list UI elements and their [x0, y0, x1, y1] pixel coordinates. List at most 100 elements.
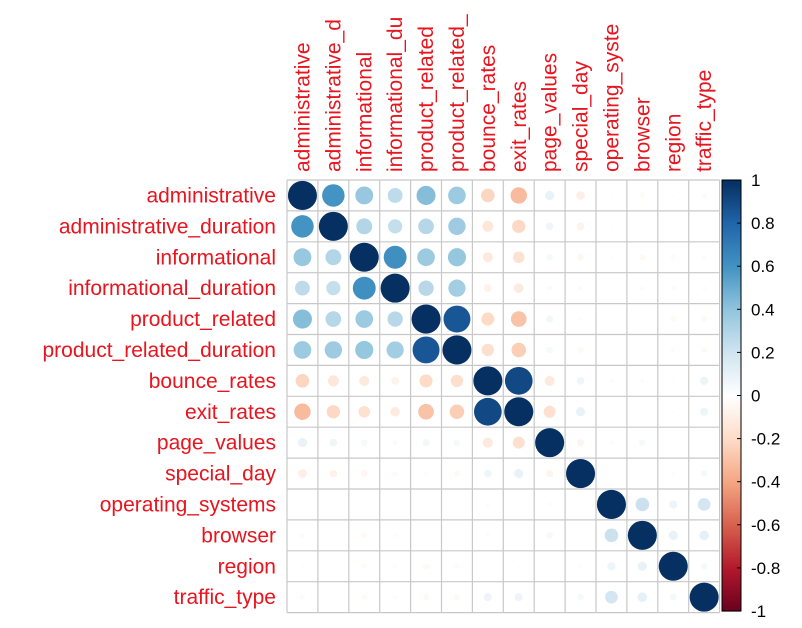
row-label: administrative_duration: [59, 215, 276, 238]
colorbar-segment: [722, 503, 741, 507]
correlation-circle: [299, 594, 305, 600]
column-label: informational: [353, 52, 376, 172]
correlation-circle: [546, 254, 553, 261]
colorbar-segment: [722, 507, 741, 511]
correlation-circle: [668, 530, 678, 540]
colorbar-segment: [722, 580, 741, 584]
row-label: informational: [156, 246, 276, 269]
correlation-circle: [424, 471, 429, 476]
correlation-circle: [578, 317, 583, 322]
colorbar-segment: [722, 486, 741, 489]
colorbar-segment: [722, 300, 741, 304]
correlation-circle: [639, 439, 646, 446]
correlation-circle: [482, 220, 494, 232]
correlation-circle: [514, 593, 523, 602]
colorbar-segment: [722, 501, 741, 504]
colorbar-segment: [722, 404, 741, 407]
colorbar-segment: [722, 326, 741, 330]
correlation-circle: [604, 528, 619, 543]
column-label: exit_rates: [508, 81, 531, 172]
colorbar-segment: [722, 479, 741, 483]
correlation-circle: [575, 407, 586, 417]
colorbar-segment: [722, 283, 741, 287]
colorbar-segment: [722, 389, 741, 392]
colorbar-segment: [722, 229, 741, 233]
correlation-circle: [417, 248, 435, 267]
correlation-circle: [670, 347, 676, 353]
colorbar-segment: [722, 348, 741, 351]
correlation-circle: [355, 186, 374, 205]
colorbar-tick-label: 0.2: [751, 343, 775, 362]
colorbar-segment: [722, 419, 741, 422]
correlation-circle: [455, 533, 459, 537]
colorbar-segment: [722, 429, 741, 433]
colorbar-segment: [722, 563, 741, 567]
colorbar-tick-label: -0.2: [751, 430, 780, 449]
colorbar-segment: [722, 212, 741, 216]
correlation-circle: [504, 367, 533, 395]
correlation-circle: [605, 590, 618, 604]
row-labels: administrative administrative_durationinf…: [42, 184, 276, 609]
colorbar-segment: [722, 296, 741, 300]
colorbar-segment: [722, 509, 741, 513]
correlation-circle: [325, 311, 342, 327]
row-label: region: [218, 555, 276, 578]
colorbar-segment: [722, 522, 741, 526]
colorbar-segment: [722, 520, 741, 524]
colorbar-segment: [722, 574, 741, 578]
colorbar-segment: [722, 208, 741, 211]
correlation-circle: [448, 186, 466, 205]
correlation-circle: [331, 533, 335, 537]
colorbar-segment: [722, 363, 741, 366]
correlation-circle: [700, 407, 709, 416]
correlation-circle: [640, 224, 644, 228]
correlation-circle: [390, 406, 400, 417]
colorbar-segment: [722, 376, 741, 379]
correlation-circle: [578, 285, 584, 291]
correlation-circle: [293, 248, 312, 267]
colorbar-segment: [722, 231, 741, 235]
correlation-circle: [486, 564, 490, 568]
correlation-circle: [566, 459, 596, 489]
colorbar-tick-label: -0.6: [751, 516, 780, 535]
correlation-circle: [702, 224, 706, 228]
correlation-circle: [610, 472, 613, 475]
correlation-circle: [448, 279, 466, 297]
colorbar-segment: [722, 460, 741, 463]
correlation-circle: [482, 437, 493, 448]
correlation-circle: [510, 311, 527, 327]
colorbar-segment: [722, 345, 741, 349]
correlation-circle: [535, 428, 565, 458]
colorbar-tick-label: -0.4: [751, 473, 780, 492]
colorbar-segment: [722, 371, 741, 375]
colorbar-segment: [722, 309, 741, 313]
correlation-circle: [517, 503, 521, 506]
correlation-circle: [576, 222, 585, 231]
correlation-circle: [609, 440, 614, 445]
correlation-circle: [443, 305, 471, 333]
correlation-circle: [359, 375, 370, 386]
colorbar-segment: [722, 490, 741, 494]
correlation-circle: [481, 312, 495, 326]
correlation-circle: [546, 315, 554, 323]
colorbar-segment: [722, 421, 741, 425]
colorbar-segment: [722, 240, 741, 244]
colorbar-segment: [722, 248, 741, 252]
correlation-circle: [329, 438, 338, 447]
colorbar-segment: [722, 567, 741, 571]
colorbar-tick-label: 1: [751, 171, 760, 190]
colorbar-segment: [722, 417, 741, 420]
correlation-circle: [361, 563, 367, 569]
colorbar-segment: [722, 477, 741, 481]
correlation-circle: [295, 374, 310, 388]
correlation-circle: [607, 562, 616, 571]
correlation-circle: [481, 188, 495, 203]
colorbar-segment: [722, 341, 741, 345]
colorbar-segment: [722, 406, 741, 410]
correlation-circle: [546, 346, 553, 354]
colorbar-segment: [722, 587, 741, 591]
colorbar-segment: [722, 414, 741, 418]
correlation-circle: [448, 217, 466, 236]
colorbar-segment: [722, 302, 741, 306]
correlation-circle: [639, 254, 646, 261]
